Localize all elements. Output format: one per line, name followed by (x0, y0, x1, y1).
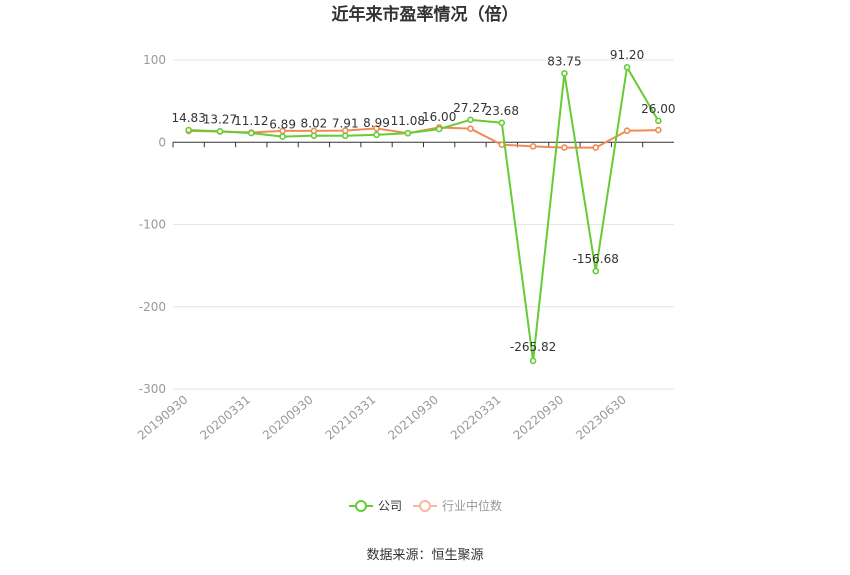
x-tick-label: 20220930 (511, 393, 567, 443)
y-tick-label: -100 (139, 218, 166, 232)
company-point[interactable] (498, 119, 506, 127)
company-point[interactable] (310, 132, 318, 139)
data-label: 6.89 (269, 118, 296, 132)
x-tick-label: 20220331 (448, 393, 504, 443)
data-label: 11.12 (234, 114, 268, 128)
y-tick-label: -300 (139, 382, 166, 396)
company-point[interactable] (216, 128, 224, 135)
x-tick-label: 20210331 (323, 393, 379, 443)
legend-item-company[interactable]: 公司 (349, 499, 402, 513)
x-tick-label: 20200331 (197, 393, 253, 443)
industry-median-point[interactable] (467, 125, 474, 132)
data-label: 11.08 (391, 114, 425, 128)
data-label: 8.99 (363, 116, 390, 130)
x-tick-label: 20190930 (135, 393, 191, 443)
x-tick-label: 20200930 (260, 393, 316, 443)
x-tick-label: 20210930 (385, 393, 441, 443)
company-point[interactable] (467, 116, 474, 124)
industry-median-point[interactable] (561, 144, 568, 151)
company-line (188, 66, 660, 362)
data-label: 16.00 (422, 110, 456, 124)
data-label: 27.27 (453, 101, 487, 115)
company-point[interactable] (341, 132, 349, 140)
series-layer (185, 63, 662, 365)
y-tick-label: 0 (158, 135, 166, 149)
industry-median-point[interactable] (655, 126, 662, 134)
data-label: -265.82 (510, 340, 556, 354)
company-point[interactable] (279, 133, 286, 140)
x-tick-label: 20230630 (573, 393, 629, 443)
y-axis: 100 0 -100 -200 -300 (139, 53, 166, 396)
company-point[interactable] (435, 125, 443, 133)
data-label: 26.00 (641, 102, 675, 116)
x-axis: 20190930 20200331 20200930 20210331 20210930… (135, 142, 644, 443)
legend-label-company: 公司 (378, 499, 402, 513)
industry-median-point[interactable] (592, 144, 600, 151)
company-point[interactable] (655, 117, 662, 125)
industry-median-point[interactable] (529, 143, 537, 150)
y-tick-label: -200 (139, 300, 166, 314)
legend-label-industry-median: 行业中位数 (442, 498, 502, 513)
legend-marker-industry-icon (419, 500, 431, 512)
data-label: 23.68 (485, 104, 519, 118)
legend: 公司 行业中位数 (349, 498, 502, 513)
company-point[interactable] (373, 131, 380, 139)
company-point[interactable] (592, 267, 600, 275)
industry-median-point[interactable] (623, 127, 631, 135)
company-point[interactable] (561, 70, 568, 77)
data-label: 83.75 (547, 54, 581, 68)
data-label: 7.91 (332, 117, 359, 131)
data-label: 91.20 (610, 48, 644, 62)
industry-median-point[interactable] (373, 125, 380, 132)
company-point[interactable] (185, 126, 192, 134)
data-source: 数据来源：恒生聚源 (366, 548, 483, 563)
grid (173, 59, 674, 390)
company-point[interactable] (247, 129, 255, 137)
chart-title: 近年来市盈率情况（倍） (332, 4, 519, 25)
data-label: 14.83 (171, 111, 205, 125)
data-label: 8.02 (301, 117, 328, 131)
y-tick-label: 100 (143, 53, 166, 67)
data-label: 13.27 (203, 112, 237, 126)
legend-marker-company-icon (355, 500, 367, 512)
company-point[interactable] (529, 357, 537, 365)
company-point[interactable] (623, 63, 631, 71)
data-label: -156.68 (573, 252, 619, 266)
company-point[interactable] (404, 129, 412, 137)
legend-item-industry-median[interactable]: 行业中位数 (413, 498, 502, 513)
